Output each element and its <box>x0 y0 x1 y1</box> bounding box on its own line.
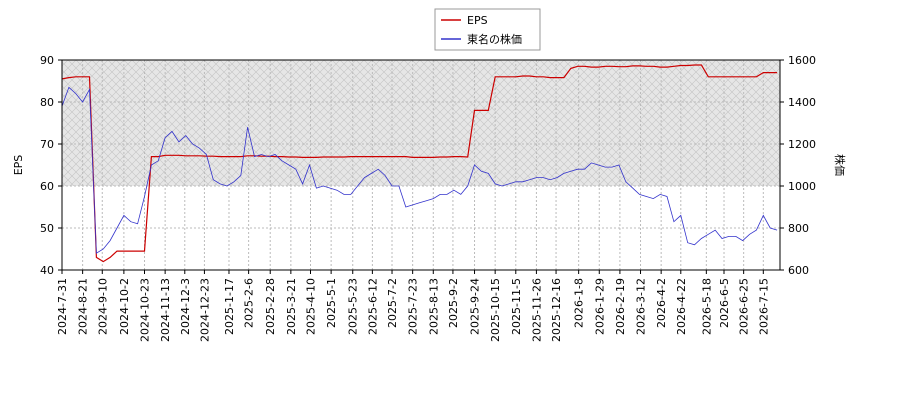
y-tick-label: 40 <box>40 264 54 277</box>
x-tick-label: 2025-9-2 <box>447 278 460 328</box>
x-tick-label: 2025-3-21 <box>285 278 298 335</box>
x-tick-label: 2026-5-18 <box>700 278 713 335</box>
shaded-band <box>62 60 780 186</box>
series-line <box>62 64 778 263</box>
y-tick-label: 50 <box>40 222 54 235</box>
x-tick-label: 2026-4-2 <box>655 278 668 328</box>
shade-layer <box>62 60 780 186</box>
y-tick-label: 60 <box>40 180 54 193</box>
x-tick-label: 2025-1-17 <box>223 278 236 335</box>
x-tick-label: 2025-12-16 <box>550 278 563 342</box>
x-tick-label: 2026-6-25 <box>738 278 751 335</box>
legend-label: EPS <box>467 14 488 27</box>
x-tick-label: 2025-5-23 <box>347 278 360 335</box>
x-tick-label: 2025-11-5 <box>510 278 523 335</box>
y-tick-label: 80 <box>40 96 54 109</box>
plot-frame <box>61 59 781 271</box>
x-tick-label: 2024-7-31 <box>56 278 69 335</box>
x-tick-label: 2025-9-24 <box>469 278 482 335</box>
x-tick-label: 2024-10-2 <box>118 278 131 335</box>
legend-box <box>434 8 541 51</box>
grid-layer <box>61 59 780 271</box>
y2-tick-label: 800 <box>788 222 809 235</box>
x-tick-label: 2024-12-3 <box>179 278 192 335</box>
x-tick-label: 2025-6-12 <box>366 278 379 335</box>
x-tick-label: 2025-11-26 <box>530 278 543 342</box>
x-tick-label: 2024-8-21 <box>77 278 90 335</box>
x-tick-label: 2025-5-1 <box>325 278 338 328</box>
x-tick-label: 2026-6-5 <box>718 278 731 328</box>
y-tick-label: 90 <box>40 54 54 67</box>
x-tick-label: 2025-7-23 <box>407 278 420 335</box>
x-tick-label: 2025-4-10 <box>305 278 318 335</box>
x-tick-label: 2025-7-2 <box>386 278 399 328</box>
x-tick-label: 2025-10-15 <box>489 278 502 342</box>
y-axis-label: EPS <box>12 155 25 176</box>
x-tick-label: 2026-1-29 <box>593 278 606 335</box>
legend: EPS 東名の株価 <box>434 8 541 51</box>
y2-tick-label: 1000 <box>788 180 816 193</box>
x-tick-label: 2025-2-6 <box>243 278 256 328</box>
y2-axis-label: 株価 <box>833 154 847 176</box>
x-tick-label: 2026-4-22 <box>675 278 688 335</box>
y2-tick-label: 600 <box>788 264 809 277</box>
y2-tick-label: 1600 <box>788 54 816 67</box>
x-tick-label: 2026-1-8 <box>573 278 586 328</box>
x-tick-label: 2024-9-10 <box>96 278 109 335</box>
x-tick-label: 2025-2-28 <box>264 278 277 335</box>
x-tick-label: 2024-11-13 <box>159 278 172 342</box>
y2-tick-label: 1400 <box>788 96 816 109</box>
x-tick-label: 2025-8-13 <box>427 278 440 335</box>
x-tick-label: 2026-3-12 <box>635 278 648 335</box>
x-tick-label: 2024-12-23 <box>198 278 211 342</box>
x-tick-label: 2026-7-15 <box>757 278 770 335</box>
line-layer <box>62 64 778 263</box>
series-line <box>62 86 778 254</box>
y-tick-label: 70 <box>40 138 54 151</box>
x-tick-label: 2024-10-23 <box>139 278 152 342</box>
x-tick-label: 2026-2-19 <box>614 278 627 335</box>
legend-label: 東名の株価 <box>467 32 522 46</box>
y2-tick-label: 1200 <box>788 138 816 151</box>
